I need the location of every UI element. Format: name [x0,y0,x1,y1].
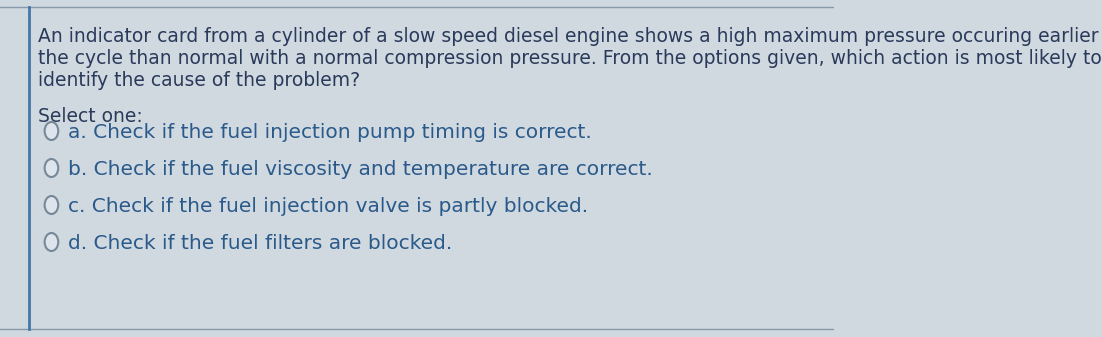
Circle shape [45,122,58,140]
Text: identify the cause of the problem?: identify the cause of the problem? [37,71,360,90]
Circle shape [45,196,58,214]
Circle shape [45,233,58,251]
Text: c. Check if the fuel injection valve is partly blocked.: c. Check if the fuel injection valve is … [68,197,588,216]
Text: the cycle than normal with a normal compression pressure. From the options given: the cycle than normal with a normal comp… [37,49,1102,68]
Text: d. Check if the fuel filters are blocked.: d. Check if the fuel filters are blocked… [68,234,452,253]
Circle shape [45,159,58,177]
Text: Select one:: Select one: [37,107,142,126]
Text: An indicator card from a cylinder of a slow speed diesel engine shows a high max: An indicator card from a cylinder of a s… [37,27,1102,46]
Text: a. Check if the fuel injection pump timing is correct.: a. Check if the fuel injection pump timi… [68,123,592,142]
Text: b. Check if the fuel viscosity and temperature are correct.: b. Check if the fuel viscosity and tempe… [68,160,652,179]
